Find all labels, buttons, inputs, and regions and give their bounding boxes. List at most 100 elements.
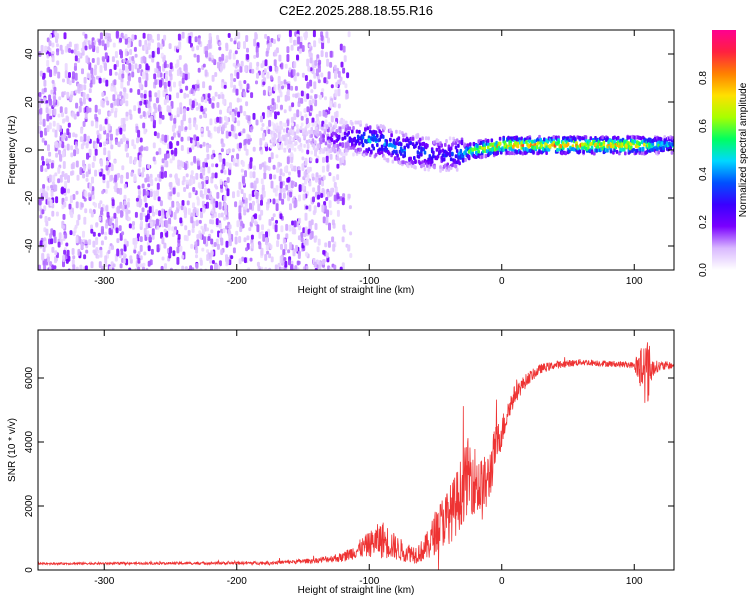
spectrogram-cell (306, 58, 310, 67)
spectrogram-cell (315, 158, 319, 164)
spectrogram-cell (345, 92, 349, 99)
spectrogram-cell (265, 231, 268, 239)
spectrogram-cell (218, 154, 222, 161)
spectrogram-cell (168, 69, 172, 77)
spectrogram-cell (116, 238, 120, 244)
spectrogram-cell (104, 236, 108, 240)
spectrogram-cell (288, 171, 291, 176)
spectrogram-cell (266, 71, 270, 79)
spectrogram-cell (426, 163, 429, 168)
spectrogram-cell (261, 71, 265, 78)
spectrogram-cell (82, 173, 86, 179)
spectrogram-cell (161, 237, 165, 245)
spectrogram-cell (342, 67, 346, 74)
spectrogram-cell (250, 182, 254, 189)
spectrogram-cell (111, 199, 115, 207)
spectrogram-cell (201, 228, 205, 235)
spectrogram-cell (122, 258, 126, 264)
spectrogram-cell (50, 189, 54, 197)
spectrogram-cell (106, 211, 110, 218)
spectrogram-cell (587, 145, 590, 150)
spectrogram-cell (80, 127, 84, 134)
spectrogram-cell (526, 147, 529, 152)
spectrogram-cell (548, 144, 552, 149)
colorbar-tick-label: 0.0 (698, 263, 709, 277)
spectrogram-cell (121, 231, 125, 236)
spectrogram-cell (99, 65, 103, 73)
spectrogram-cell (122, 63, 125, 71)
colorbar-tick-label: 0.4 (698, 167, 709, 181)
spectrogram-cell (268, 218, 272, 226)
spectrogram-cell (246, 47, 249, 53)
spectrogram-cell (283, 79, 287, 85)
spectrogram-cell (416, 150, 420, 155)
spectrogram-cell (643, 142, 646, 147)
spectrogram-cell (241, 161, 245, 167)
spectrogram-cell (123, 200, 127, 206)
spectrogram-cell (171, 200, 175, 208)
spectrogram-cell (138, 39, 142, 47)
spectrogram-cell (173, 211, 177, 220)
spectrogram-cell (294, 141, 298, 146)
spectrogram-cell (179, 107, 183, 115)
spectrogram-cell (59, 106, 63, 114)
spectrogram-cell (231, 148, 235, 153)
spectrogram-cell (213, 242, 217, 247)
spectrogram-cell (269, 65, 273, 72)
spectrogram-cell (57, 178, 61, 184)
x-tick-label: 0 (499, 276, 505, 287)
spectrogram-cell (317, 120, 321, 125)
snr-ylabel: SNR (10 * v/v) (7, 418, 18, 482)
spectrogram-cell (202, 207, 206, 214)
spectrogram-cell (206, 144, 209, 153)
spectrogram-cell (581, 136, 584, 141)
spectrogram-cell (135, 197, 139, 202)
spectrogram-cell (137, 185, 141, 190)
spectrogram-cell (95, 247, 99, 251)
spectrogram-cell (641, 146, 645, 151)
spectrogram-cell (57, 71, 61, 79)
spectrogram-cell (76, 111, 80, 117)
spectrogram-cell (95, 116, 99, 123)
spectrogram-cell (423, 150, 427, 155)
spectrogram-cell (214, 72, 218, 77)
spectrogram-cell (323, 123, 327, 128)
spectrogram-cell (324, 119, 328, 124)
spectrogram-cell (42, 184, 46, 189)
chart-title: C2E2.2025.288.18.55.R16 (279, 3, 433, 18)
spectrogram-cell (84, 190, 88, 198)
spectrogram-cell (280, 142, 284, 147)
spectrogram-cell (314, 140, 317, 145)
spectrogram-cell (239, 83, 243, 90)
spectrogram-cell (184, 126, 188, 131)
spectrogram-cell (117, 142, 121, 147)
spectrogram-cell (282, 249, 286, 256)
spectrogram-cell (321, 179, 324, 187)
spectrogram-cell (330, 115, 334, 123)
spectrogram-cell (219, 237, 223, 243)
spectrogram-cell (123, 238, 127, 245)
spectrogram-cell (287, 83, 291, 91)
spectrogram-cell (84, 208, 88, 214)
spectrogram-cell (188, 123, 192, 131)
spectrogram-cell (309, 52, 313, 58)
spectrogram-cell (283, 238, 286, 244)
spectrogram-cell (334, 121, 337, 126)
spectrogram-cell (140, 93, 144, 98)
spectrogram-cell (56, 60, 60, 66)
spectrogram-cell (417, 154, 421, 159)
spectrogram-cell (178, 166, 182, 170)
spectrogram-cell (266, 250, 270, 255)
spectrogram-cell (278, 175, 282, 182)
spectrogram-cell (199, 114, 203, 119)
spectrogram-cell (94, 148, 98, 156)
spectrogram-cell (329, 61, 333, 68)
spectrogram-cell (370, 149, 373, 154)
spectrogram-cell (137, 129, 141, 138)
spectrogram-cell (144, 177, 148, 183)
spectrogram-cell (122, 255, 126, 260)
spectrogram-cell (309, 95, 313, 100)
spectrogram-cell (287, 249, 291, 254)
spectrogram-cell (298, 138, 302, 143)
spectrogram-cell (77, 248, 81, 256)
